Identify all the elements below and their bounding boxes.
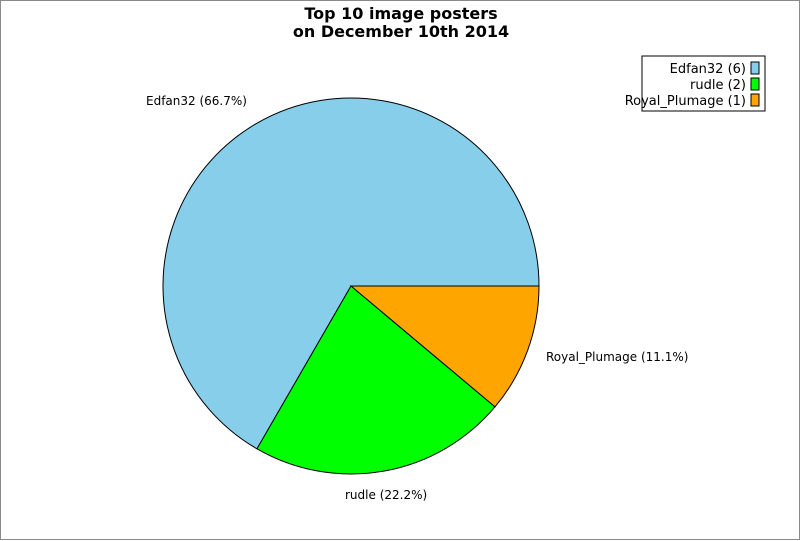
pie-slices [162,97,540,475]
legend-swatch-royal-plumage [750,93,760,107]
legend-swatch-rudle [750,77,760,91]
legend-box [641,55,766,112]
pie-slice-labels: Edfan32 (66.7%) rudle (22.2%) Royal_Plumag… [146,94,688,502]
chart-title: Top 10 image posters on December 10th 20… [293,4,509,41]
legend-swatch-edfan32 [750,61,760,75]
legend-label-rudle: rudle (2) [690,78,746,93]
chart-title-line-2: on December 10th 2014 [293,22,509,41]
legend-label-royal-plumage: Royal_Plumage (1) [625,94,746,109]
slice-label-edfan32: Edfan32 (66.7%) [146,94,247,108]
pie-slice-rudle [256,285,496,475]
chart-title-line-1: Top 10 image posters [304,4,497,23]
slice-label-rudle: rudle (22.2%) [345,488,427,502]
legend-label-edfan32: Edfan32 (6) [670,62,746,77]
legend: Edfan32 (6)rudle (2)Royal_Plumage (1) [625,55,766,112]
pie-slice-royal-plumage [349,285,540,408]
pie-slice-edfan32 [162,97,540,450]
slice-label-royal-plumage: Royal_Plumage (11.1%) [546,350,688,364]
